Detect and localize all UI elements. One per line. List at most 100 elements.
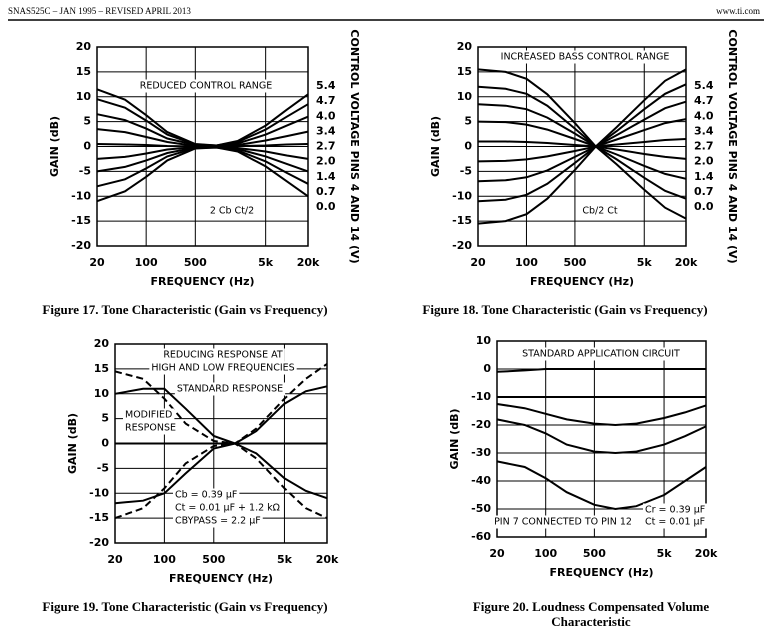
x-tick-label: 20: [470, 256, 486, 269]
annotation: RESPONSE: [125, 423, 176, 434]
legend-label: 5.4: [316, 79, 336, 92]
x-tick-label: 500: [184, 256, 207, 269]
legend-label: 2.0: [316, 155, 336, 168]
annotation-bg: [643, 515, 708, 529]
legend-label: 0.7: [316, 185, 336, 198]
series-line: [96, 146, 309, 203]
annotation-bg: [173, 501, 282, 515]
series-line: [477, 145, 687, 225]
annotation-bg: [520, 347, 683, 361]
annotation: REDUCED CONTROL RANGE: [140, 81, 272, 92]
y-tick-label: -5: [460, 164, 472, 177]
legend-label: 4.7: [316, 94, 336, 107]
series-line: [496, 460, 707, 511]
annotation-bg: [137, 79, 275, 93]
y-tick-label: -60: [471, 530, 491, 543]
series-line: [478, 138, 687, 148]
y-tick-label: -15: [89, 511, 109, 524]
series-line: [114, 363, 328, 445]
series-line: [114, 442, 328, 520]
legend-label: 0.0: [694, 200, 714, 213]
x-tick-label: 20: [107, 553, 123, 566]
annotation: Cr = 0.39 μF: [645, 505, 705, 516]
x-axis-title: FREQUENCY (Hz): [169, 572, 273, 585]
annotation-bg: [498, 50, 672, 64]
annotation: INCREASED BASS CONTROL RANGE: [501, 52, 670, 63]
y-axis-title: GAIN (dB): [448, 409, 461, 470]
y-tick-label: -10: [452, 189, 472, 202]
y-tick-label: 15: [457, 65, 472, 78]
y-tick-label: -10: [471, 390, 491, 403]
annotation: MODIFIED: [125, 410, 172, 421]
x-tick-label: 20: [89, 256, 105, 269]
header-left: SNAS525C – JAN 1995 – REVISED APRIL 2013: [8, 6, 191, 16]
legend-label: 3.4: [316, 124, 336, 137]
annotation-bg: [207, 204, 257, 218]
annotation-bg: [161, 348, 285, 362]
series-line: [477, 145, 687, 183]
legend-title: CONTROL VOLTAGE PINS 4 AND 14 (V): [726, 29, 739, 263]
annotation-bg: [123, 408, 175, 422]
annotation-bg: [123, 421, 178, 435]
x-tick-label: 5k: [657, 547, 673, 560]
y-tick-label: 10: [94, 387, 110, 400]
annotation: CBYPASS = 2.2 μF: [175, 516, 261, 527]
annotation: HIGH AND LOW FREQUENCIES: [151, 363, 294, 374]
y-tick-label: 0: [101, 437, 109, 450]
annotation: 2 Cb Ct/2: [210, 206, 254, 217]
series-line: [496, 403, 707, 427]
annotation: REDUCING RESPONSE AT: [163, 350, 283, 361]
figure-caption: Figure 19. Tone Characteristic (Gain vs …: [42, 599, 327, 614]
y-axis-title: GAIN (dB): [429, 116, 442, 177]
y-tick-label: 15: [76, 65, 91, 78]
x-tick-label: 20k: [675, 256, 698, 269]
series-line: [477, 83, 687, 148]
series-line: [477, 118, 687, 148]
y-tick-label: 20: [94, 337, 110, 350]
x-tick-label: 5k: [258, 256, 274, 269]
y-tick-label: -30: [471, 446, 491, 459]
y-tick-label: 20: [457, 40, 473, 53]
legend-title: CONTROL VOLTAGE PINS 4 AND 14 (V): [348, 29, 361, 263]
y-tick-label: 15: [94, 362, 109, 375]
legend-label: 0.7: [694, 185, 714, 198]
y-tick-label: 10: [76, 90, 92, 103]
x-tick-label: 500: [583, 547, 606, 560]
figure-caption: Figure 17. Tone Characteristic (Gain vs …: [42, 302, 327, 317]
x-axis-title: FREQUENCY (Hz): [150, 275, 254, 288]
annotation-bg: [149, 361, 297, 375]
y-tick-label: -10: [89, 486, 109, 499]
legend-label: 1.4: [694, 170, 714, 183]
legend-label: 0.0: [316, 200, 336, 213]
series-line: [477, 145, 687, 203]
y-tick-label: 0: [483, 362, 491, 375]
y-tick-label: -20: [89, 536, 109, 549]
y-axis-title: GAIN (dB): [66, 413, 79, 474]
x-tick-label: 500: [202, 553, 225, 566]
x-axis-title: FREQUENCY (Hz): [530, 275, 634, 288]
x-tick-label: 20k: [297, 256, 320, 269]
annotation: Cb/2 Ct: [582, 206, 618, 217]
y-tick-label: -15: [452, 214, 472, 227]
annotation-bg: [492, 515, 634, 529]
y-tick-label: 10: [476, 334, 492, 347]
y-tick-label: 5: [83, 115, 91, 128]
y-tick-label: 0: [464, 140, 472, 153]
legend-label: 4.0: [694, 109, 714, 122]
legend-label: 4.0: [316, 109, 336, 122]
series-line: [114, 442, 328, 505]
y-tick-label: -5: [97, 461, 109, 474]
x-tick-label: 100: [135, 256, 158, 269]
x-tick-label: 500: [563, 256, 586, 269]
y-tick-label: 10: [457, 90, 473, 103]
figure-caption: Figure 18. Tone Characteristic (Gain vs …: [422, 302, 707, 317]
y-tick-label: -15: [71, 214, 91, 227]
legend-label: 5.4: [694, 79, 714, 92]
figure-caption: Figure 20. Loudness Compensated Volume Ch…: [473, 599, 710, 629]
annotation: Ct = 0.01 μF + 1.2 kΩ: [175, 503, 280, 514]
annotation: STANDARD APPLICATION CIRCUIT: [522, 349, 680, 360]
x-tick-label: 5k: [637, 256, 653, 269]
y-tick-label: -20: [452, 239, 472, 252]
annotation: Cb = 0.39 μF: [175, 490, 237, 501]
